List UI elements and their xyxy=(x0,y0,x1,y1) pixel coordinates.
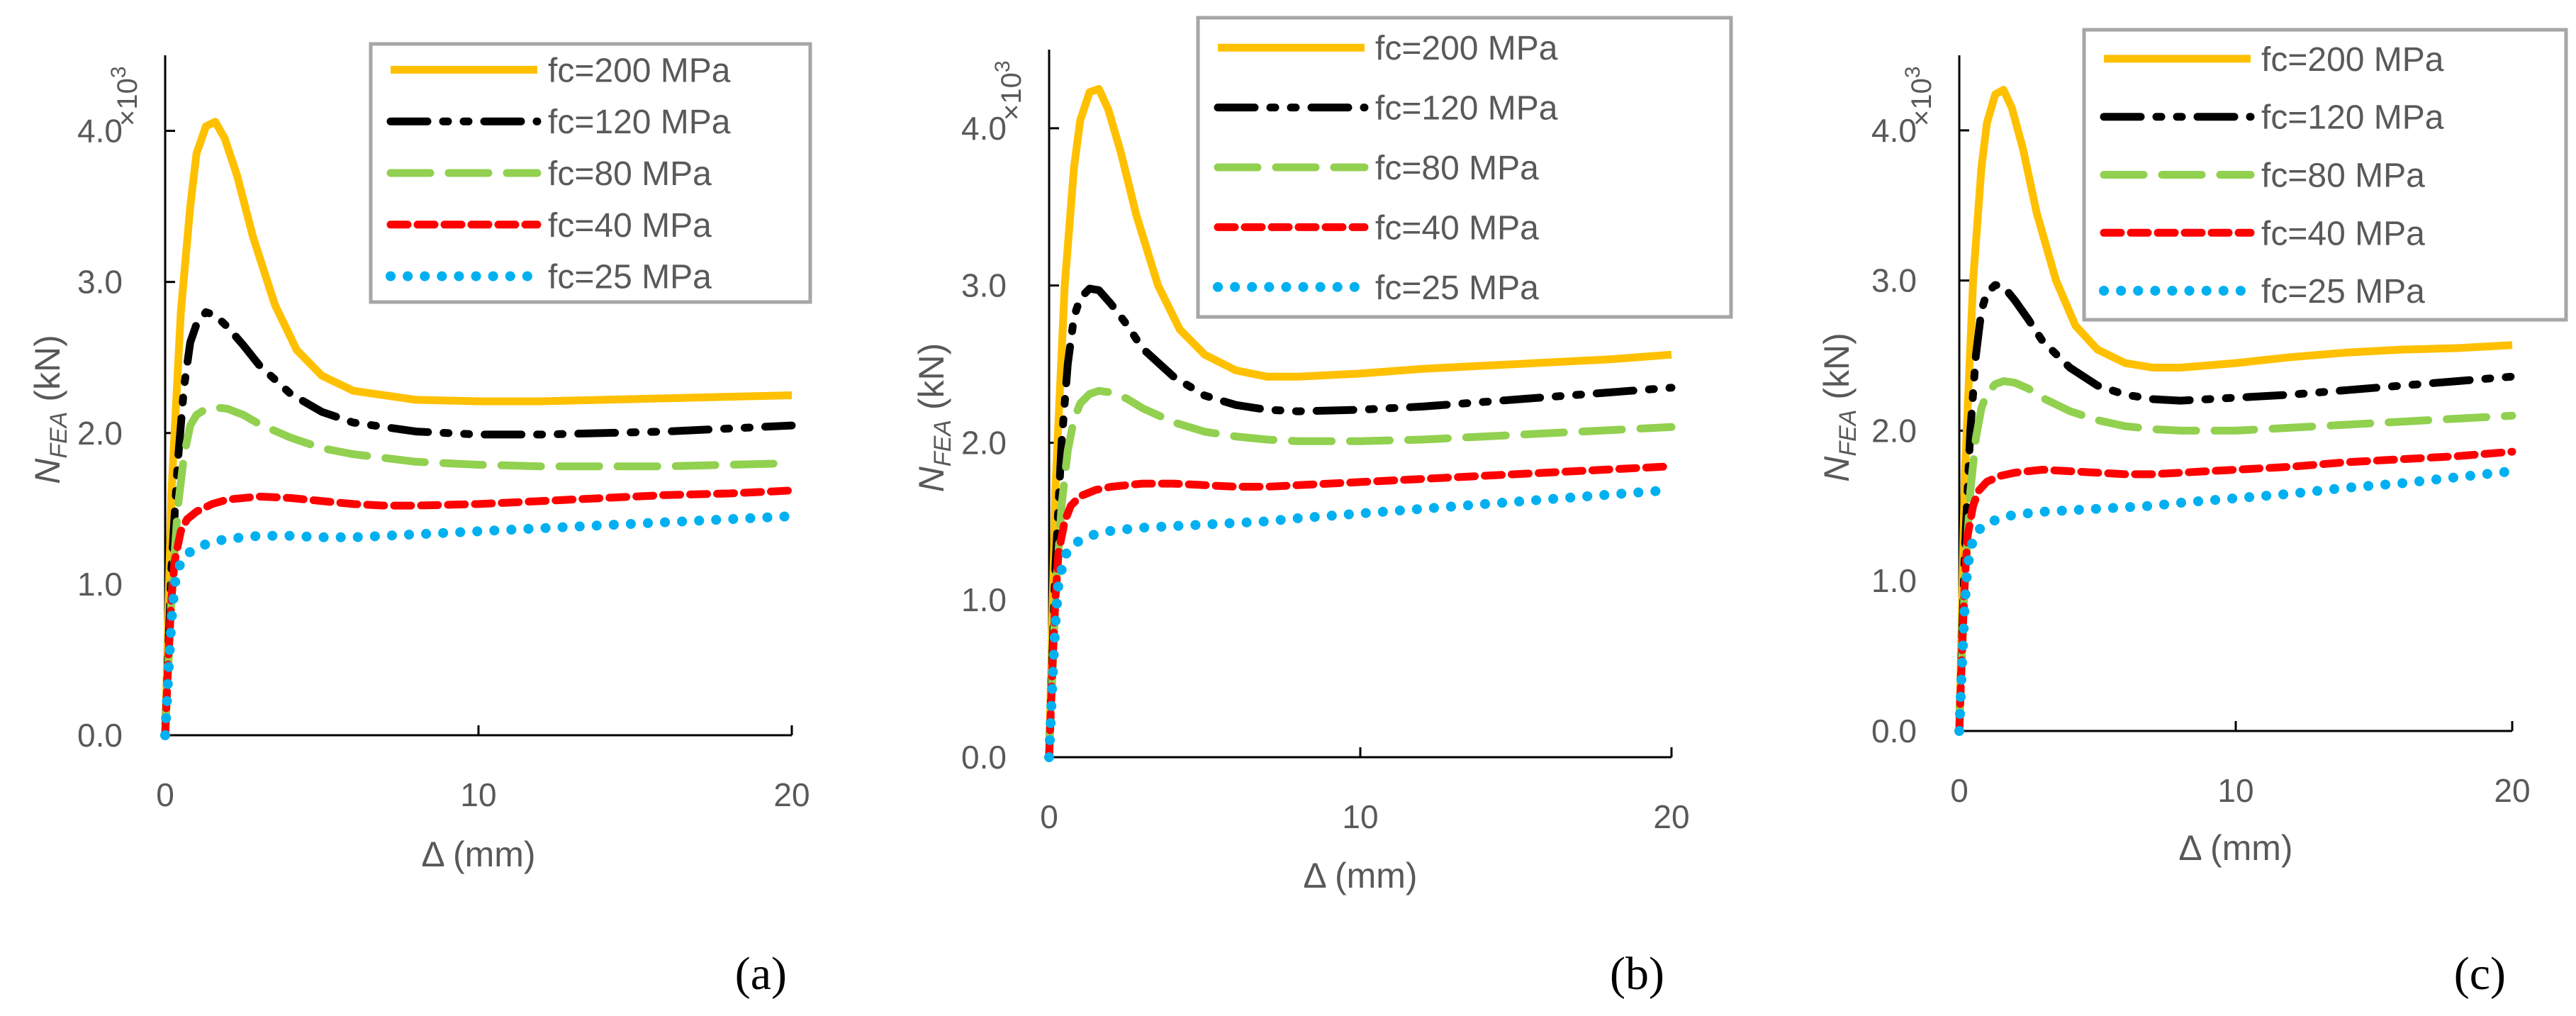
panel-label: (a) xyxy=(735,948,787,1000)
legend-label: fc=80 MPa xyxy=(1375,150,1539,187)
series-line-fc-120-mpa xyxy=(1955,281,2516,735)
y-tick-label: 3.0 xyxy=(77,264,123,301)
legend-label: fc=120 MPa xyxy=(1375,90,1558,128)
y-scale-marker: ×103 xyxy=(991,60,1027,121)
series-line-fc-200-mpa xyxy=(1045,84,1672,758)
x-tick-label: 10 xyxy=(2217,772,2253,809)
legend-label: fc=25 MPa xyxy=(548,259,712,296)
x-axis-title: Δ (mm) xyxy=(2178,828,2292,868)
x-tick-label: 0 xyxy=(1950,772,1969,809)
y-tick-label: 4.0 xyxy=(1871,112,1917,149)
x-tick-label: 0 xyxy=(156,776,174,813)
y-tick-label: 4.0 xyxy=(961,110,1007,147)
x-axis-title: Δ (mm) xyxy=(421,834,535,874)
legend-label: fc=80 MPa xyxy=(548,155,712,193)
y-tick-label: 3.0 xyxy=(1871,262,1917,299)
legend-label: fc=120 MPa xyxy=(2261,99,2444,137)
y-tick-label: 4.0 xyxy=(77,113,123,150)
legend-label: fc=200 MPa xyxy=(548,52,731,89)
y-tick-label: 1.0 xyxy=(1871,562,1917,599)
series-line-fc-25-mpa xyxy=(1044,485,1676,762)
chart-panel-1: 0 10 20 0.0 1.0 2.0 3.0 4.0×103 NFEA (kN) Δ (mm) f… xyxy=(28,42,812,1000)
series-line-fc-80-mpa xyxy=(1955,377,2516,735)
y-scale-marker: ×103 xyxy=(1901,66,1937,126)
series-line-fc-25-mpa xyxy=(160,511,797,740)
chart-panel-3: 0 10 20 0.0 1.0 2.0 3.0 4.0×103 NFEA (kN) Δ (mm) f… xyxy=(1817,28,2568,1000)
y-tick-label: 3.0 xyxy=(961,267,1007,304)
x-tick-label: 10 xyxy=(1342,798,1378,835)
legend-label: fc=200 MPa xyxy=(1375,30,1558,67)
legend-label: fc=40 MPa xyxy=(2261,215,2425,252)
x-tick-label: 20 xyxy=(1653,798,1689,835)
series-line-fc-80-mpa xyxy=(1045,386,1676,761)
legend-box xyxy=(369,42,812,304)
y-tick-label: 1.0 xyxy=(77,566,123,603)
y-tick-label: 0.0 xyxy=(961,739,1007,776)
chart-panel-2: 0 10 20 0.0 1.0 2.0 3.0 4.0×103 NFEA (kN) Δ (mm) f… xyxy=(912,16,1733,1000)
y-tick-label: 2.0 xyxy=(961,424,1007,461)
legend-label: fc=200 MPa xyxy=(2261,41,2444,79)
series-line-fc-40-mpa xyxy=(1955,447,2516,735)
series-line-fc-200-mpa xyxy=(161,118,793,736)
legend-label: fc=120 MPa xyxy=(548,104,731,141)
x-tick-label: 20 xyxy=(2494,772,2530,809)
series-line-fc-200-mpa xyxy=(1955,86,2513,732)
series-line-fc-25-mpa xyxy=(1954,466,2517,736)
legend-label: fc=40 MPa xyxy=(548,207,712,245)
panel-label: (c) xyxy=(2454,948,2506,1000)
legend-label: fc=40 MPa xyxy=(1375,209,1539,247)
y-tick-label: 0.0 xyxy=(77,717,123,754)
x-tick-label: 10 xyxy=(460,776,496,813)
panel-label: (b) xyxy=(1610,948,1664,1000)
y-tick-label: 2.0 xyxy=(77,415,123,452)
x-tick-label: 0 xyxy=(1040,798,1058,835)
x-axis-title: Δ (mm) xyxy=(1303,856,1417,895)
y-tick-label: 2.0 xyxy=(1871,412,1917,449)
series-line-fc-40-mpa xyxy=(1045,462,1676,761)
y-axis-title: NFEA (kN) xyxy=(28,335,72,484)
y-axis-title: NFEA (kN) xyxy=(1817,333,1861,482)
y-axis-title: NFEA (kN) xyxy=(912,343,956,493)
y-tick-label: 0.0 xyxy=(1871,713,1917,749)
series-line-fc-120-mpa xyxy=(161,308,796,739)
series-line-fc-80-mpa xyxy=(161,403,796,739)
y-scale-marker: ×103 xyxy=(107,66,143,126)
x-tick-label: 20 xyxy=(773,776,810,813)
legend-label: fc=80 MPa xyxy=(2261,157,2425,195)
legend-label: fc=25 MPa xyxy=(1375,269,1539,307)
y-tick-label: 1.0 xyxy=(961,581,1007,618)
series-line-fc-120-mpa xyxy=(1045,284,1676,761)
series-line-fc-40-mpa xyxy=(161,486,796,739)
legend-label: fc=25 MPa xyxy=(2261,273,2425,311)
